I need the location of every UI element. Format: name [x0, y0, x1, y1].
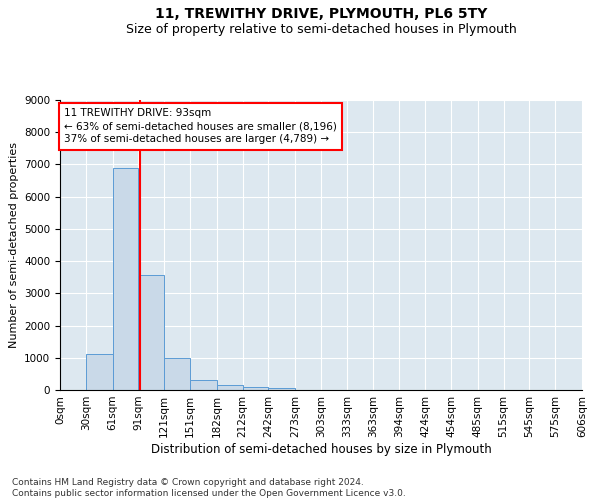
Bar	[139, 275, 164, 390]
Bar	[164, 358, 190, 390]
Text: Contains HM Land Registry data © Crown copyright and database right 2024.
Contai: Contains HM Land Registry data © Crown c…	[12, 478, 406, 498]
Bar	[217, 386, 242, 390]
Text: 11 TREWITHY DRIVE: 93sqm
← 63% of semi-detached houses are smaller (8,196)
37% o: 11 TREWITHY DRIVE: 93sqm ← 63% of semi-d…	[64, 108, 337, 144]
Y-axis label: Number of semi-detached properties: Number of semi-detached properties	[8, 142, 19, 348]
Bar	[242, 387, 268, 390]
Bar	[268, 388, 295, 390]
Bar	[86, 354, 113, 390]
Text: Size of property relative to semi-detached houses in Plymouth: Size of property relative to semi-detach…	[125, 22, 517, 36]
Bar	[190, 380, 217, 390]
Bar	[113, 168, 139, 390]
Text: 11, TREWITHY DRIVE, PLYMOUTH, PL6 5TY: 11, TREWITHY DRIVE, PLYMOUTH, PL6 5TY	[155, 8, 487, 22]
Text: Distribution of semi-detached houses by size in Plymouth: Distribution of semi-detached houses by …	[151, 442, 491, 456]
